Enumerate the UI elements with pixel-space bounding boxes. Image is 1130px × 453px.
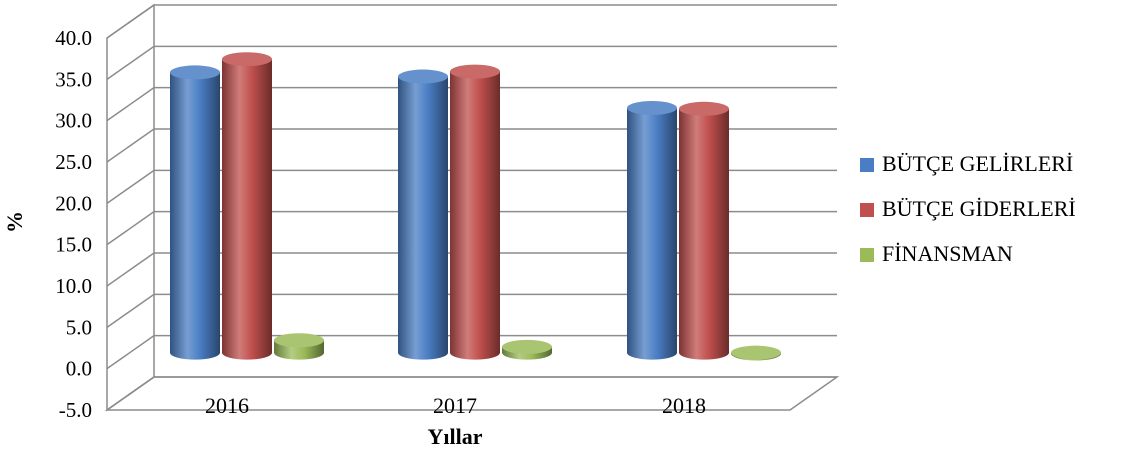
side-wall <box>106 3 155 412</box>
bar-body <box>170 72 220 360</box>
x-tick-label: 2018 <box>662 393 706 418</box>
bar <box>274 333 324 360</box>
gridlines <box>106 4 837 411</box>
y-tick-label: 20.0 <box>55 191 92 215</box>
bar <box>679 101 729 360</box>
bar-body <box>398 76 448 360</box>
gridline <box>106 293 837 328</box>
gridline <box>106 169 837 204</box>
x-tick-label: 2017 <box>433 393 477 418</box>
y-tick-label: 25.0 <box>55 150 92 174</box>
bar-cap <box>502 339 552 354</box>
gridline <box>106 128 837 163</box>
gridline <box>106 376 837 411</box>
bar <box>627 100 677 360</box>
bar-body <box>222 59 272 360</box>
legend-label: BÜTÇE GİDERLERİ <box>882 196 1076 221</box>
bar <box>170 65 220 360</box>
legend-swatch <box>860 203 874 217</box>
y-tick-label: 30.0 <box>55 109 92 133</box>
bar-body <box>627 107 677 360</box>
y-tick-label: 5.0 <box>66 315 92 339</box>
bar-cap <box>679 101 729 116</box>
y-tick-label: -5.0 <box>59 398 92 422</box>
y-tick-label: 35.0 <box>55 67 92 91</box>
x-axis-ticks: 2016 2017 2018 <box>205 393 706 418</box>
x-axis-label: Yıllar <box>428 424 483 449</box>
y-tick-label: 15.0 <box>55 233 92 257</box>
x-tick-label: 2016 <box>205 393 249 418</box>
legend: BÜTÇE GELİRLERİ BÜTÇE GİDERLERİ FİNANSMAN <box>860 151 1076 266</box>
legend-label: BÜTÇE GELİRLERİ <box>882 151 1073 176</box>
bar-cap <box>627 100 677 115</box>
legend-item: FİNANSMAN <box>860 241 1013 266</box>
gridline <box>106 334 837 370</box>
gridline <box>106 210 837 246</box>
bar-body <box>450 71 500 360</box>
legend-label: FİNANSMAN <box>882 241 1013 266</box>
y-axis-ticks: -5.0 0.0 5.0 10.0 15.0 20.0 25.0 30.0 35.0 40.0 <box>55 26 92 422</box>
legend-item: BÜTÇE GELİRLERİ <box>860 151 1073 176</box>
y-tick-label: 40.0 <box>55 26 92 50</box>
bar <box>398 69 448 360</box>
legend-item: BÜTÇE GİDERLERİ <box>860 196 1076 221</box>
bar-cap <box>731 345 781 360</box>
y-tick-label: 10.0 <box>55 274 92 298</box>
bar-cap <box>274 333 324 348</box>
bars <box>170 52 781 361</box>
bar <box>222 52 272 360</box>
bar <box>450 64 500 360</box>
legend-swatch <box>860 158 874 172</box>
bar-body <box>679 108 729 360</box>
bar <box>731 345 781 361</box>
y-tick-label: 0.0 <box>66 357 92 381</box>
legend-swatch <box>860 248 874 262</box>
bar-cap <box>450 64 500 79</box>
bar-cap <box>170 65 220 80</box>
gridline <box>106 4 837 39</box>
gridline <box>106 45 837 80</box>
bar <box>502 339 552 360</box>
bar-cap <box>222 52 272 67</box>
gridline <box>106 252 837 287</box>
bar-cap <box>398 69 448 84</box>
gridline <box>106 86 837 122</box>
y-axis-label: % <box>2 211 27 233</box>
